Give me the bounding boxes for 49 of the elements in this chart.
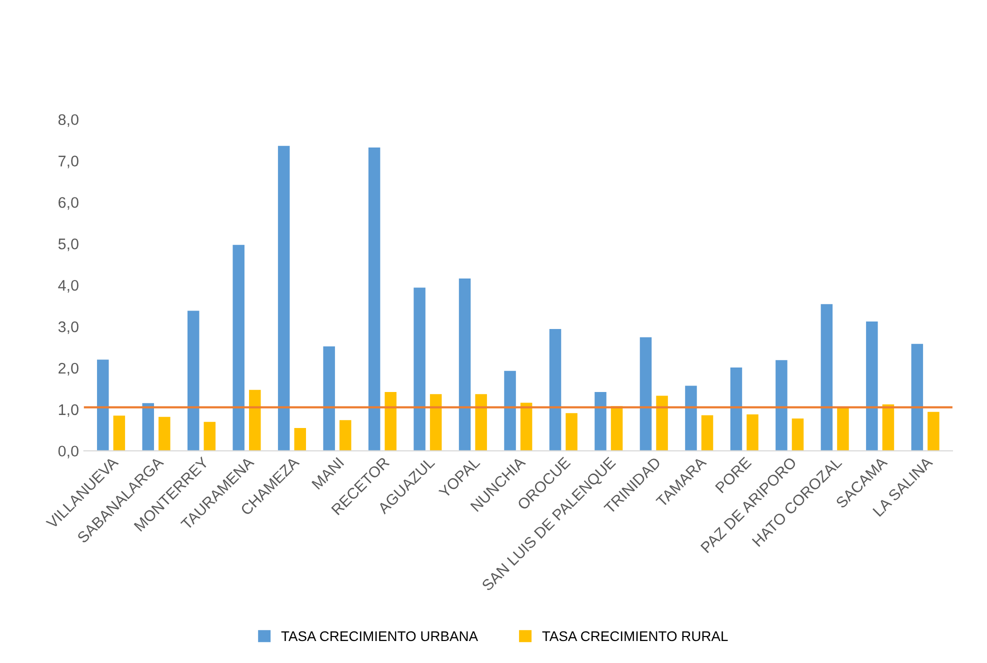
bar (837, 406, 849, 451)
bar (458, 278, 471, 451)
bar (520, 402, 532, 451)
bar (685, 386, 697, 451)
bar (610, 406, 623, 451)
bar (158, 416, 170, 451)
legend-label: TASA CRECIMIENTO RURAL (542, 631, 728, 642)
bar (368, 148, 380, 451)
y-tick-label: 0,0 (58, 446, 78, 458)
legend-label: TASA CRECIMIENTO URBANA (281, 631, 478, 642)
bar (820, 304, 833, 451)
bar (232, 244, 244, 451)
bar (882, 404, 894, 451)
y-tick-label: 5,0 (58, 238, 78, 252)
bar (339, 420, 352, 451)
bar (504, 370, 516, 451)
y-tick-label: 7,0 (58, 156, 78, 168)
bar (384, 392, 396, 451)
bar (701, 415, 714, 451)
bar (475, 394, 487, 451)
bar (113, 416, 126, 451)
y-tick-label: 1,0 (58, 404, 78, 417)
bar (640, 337, 652, 451)
bar (204, 422, 216, 451)
bar (866, 322, 878, 451)
bar (594, 392, 606, 451)
bar (249, 390, 261, 451)
bar (911, 344, 924, 451)
bar (566, 413, 578, 451)
bar (97, 360, 109, 451)
y-tick-label: 6,0 (58, 197, 78, 210)
bar (187, 310, 200, 451)
bar (656, 396, 668, 451)
bar (928, 412, 940, 451)
y-tick-label: 4,0 (58, 280, 78, 293)
bar (746, 414, 758, 451)
bar (414, 288, 426, 451)
bar (776, 360, 788, 451)
y-tick-label: 2,0 (58, 362, 78, 376)
bar (549, 329, 562, 451)
bar (730, 368, 742, 451)
y-tick-label: 8,0 (58, 114, 78, 127)
y-tick-label: 3,0 (58, 321, 78, 334)
bar (323, 346, 335, 451)
bar (278, 146, 290, 451)
bar (294, 428, 306, 451)
bar (792, 418, 804, 451)
bar (430, 394, 442, 451)
bar (142, 403, 154, 451)
